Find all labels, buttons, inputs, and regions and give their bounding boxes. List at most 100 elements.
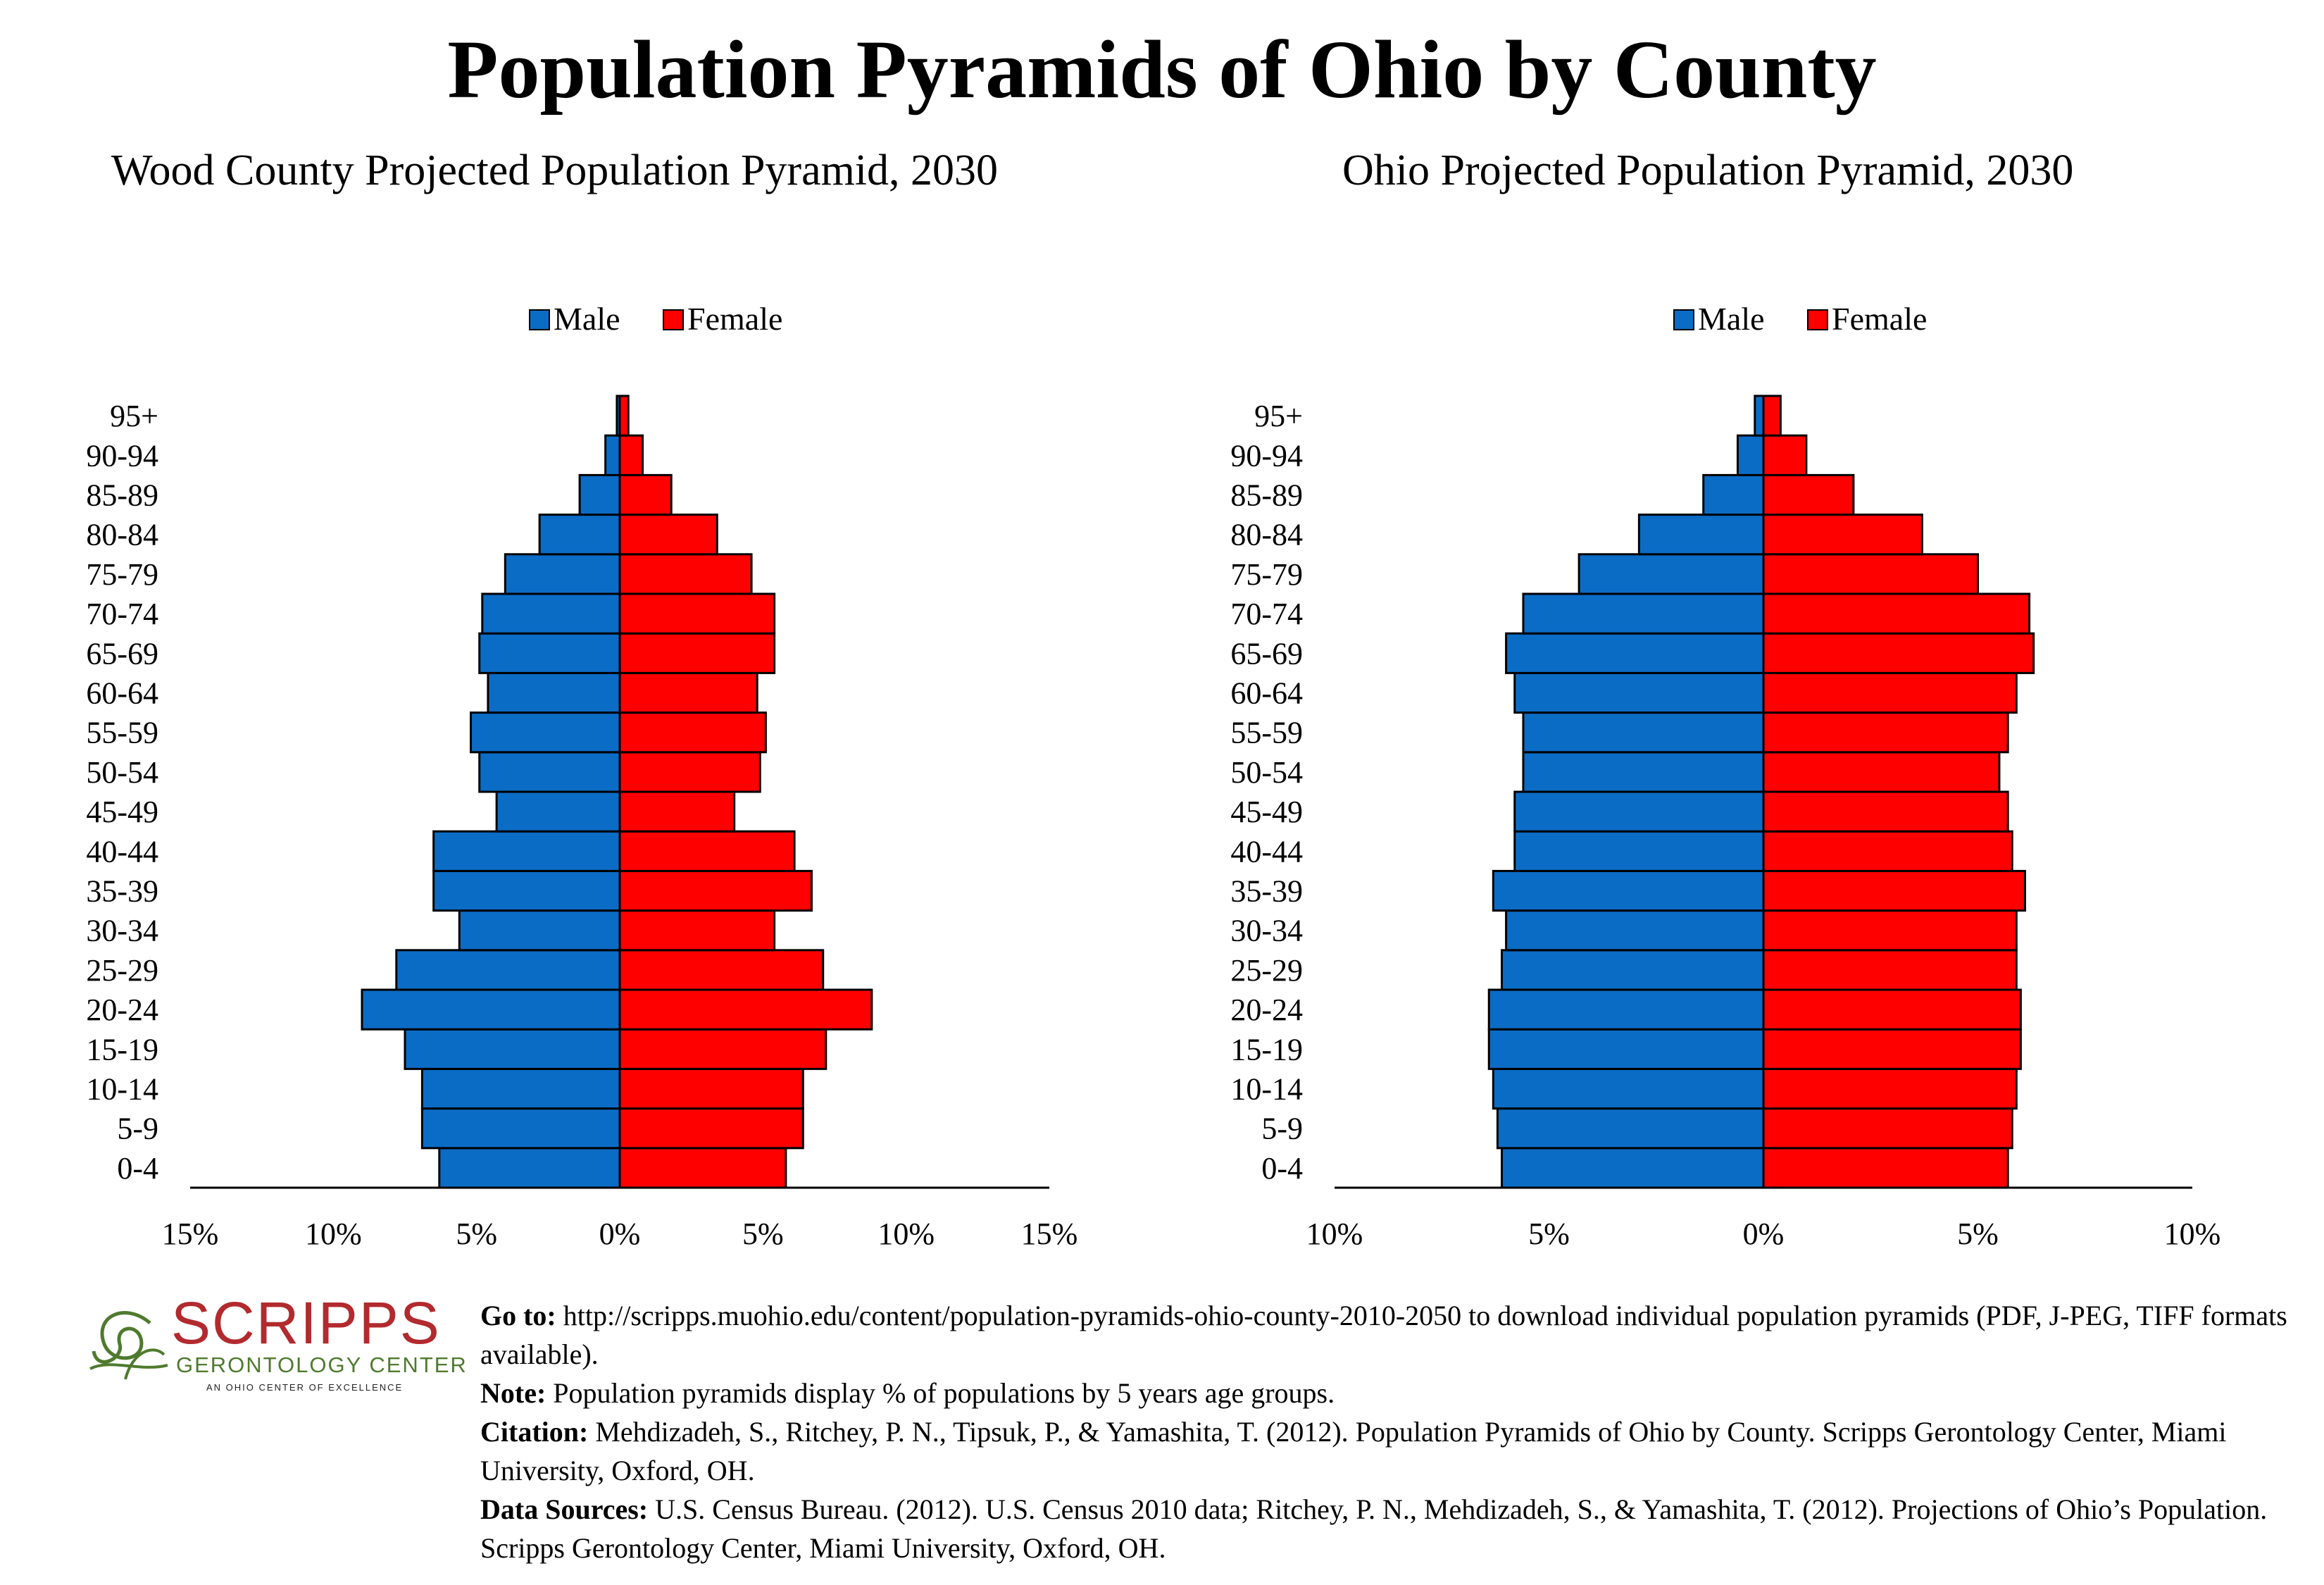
bar-female-90-94 [1762,434,1808,476]
bar-male-50-54 [1522,751,1765,793]
bar-female-70-74 [618,592,776,635]
age-label-80-84: 80-84 [1230,518,1303,552]
bar-female-5-9 [1762,1107,2013,1150]
bar-male-50-54 [478,751,621,793]
bar-female-30-34 [618,909,776,952]
legend-label-male: Male [554,301,620,337]
bar-male-40-44 [1513,830,1765,872]
bar-female-20-24 [618,988,873,1031]
bar-male-10-14 [420,1067,621,1110]
logo-brand-text: SCRIPPS [171,1290,441,1356]
goto-text: http://scripps.muohio.edu/content/popula… [480,1300,2287,1370]
age-label-30-34: 30-34 [1230,914,1303,948]
age-label-65-69: 65-69 [86,636,158,671]
x-tick-label: 0% [599,1217,641,1251]
bar-female-50-54 [1762,751,2001,793]
age-label-40-44: 40-44 [1230,834,1303,869]
age-label-75-79: 75-79 [86,557,158,592]
page-title: Population Pyramids of Ohio by County [447,23,1877,116]
bar-female-60-64 [1762,671,2018,714]
age-label-45-49: 45-49 [1230,795,1303,829]
x-tick-label: 5% [1957,1217,1999,1251]
bar-male-25-29 [1501,949,1765,991]
bar-female-90-94 [618,434,644,476]
bar-male-25-29 [395,949,621,991]
bar-male-60-64 [1513,671,1765,714]
pyramid-chart-1: 0-4 5-9 10-14 15-19 20-24 25-29 30-34 35-39 40-4… [1230,301,2220,1251]
bar-female-50-54 [618,751,761,793]
bar-male-70-74 [481,592,621,635]
bar-male-90-94 [604,434,621,476]
age-label-10-14: 10-14 [1230,1072,1303,1107]
bar-male-20-24 [1487,988,1765,1031]
bar-male-15-19 [1487,1028,1765,1070]
age-label-20-24: 20-24 [1230,993,1303,1027]
age-label-55-59: 55-59 [1230,716,1303,750]
bar-female-25-29 [618,949,825,991]
logo-swirl-icon [89,1311,168,1380]
footer-note: Note: Population pyramids display % of p… [480,1374,2311,1412]
age-label-50-54: 50-54 [1230,755,1303,790]
bar-male-60-64 [487,671,621,714]
bar-female-35-39 [618,869,813,912]
bar-male-0-4 [1501,1147,1765,1189]
bar-male-65-69 [1505,632,1765,674]
bar-female-80-84 [1762,514,1923,556]
bar-male-85-89 [578,473,621,516]
legend-label-female: Female [687,301,782,337]
age-label-40-44: 40-44 [86,834,158,869]
bar-male-35-39 [1492,869,1765,912]
age-label-35-39: 35-39 [1230,874,1303,909]
age-label-30-34: 30-34 [86,914,158,948]
x-tick-label: 5% [742,1217,784,1251]
bar-female-55-59 [1762,711,2009,754]
x-tick-label: 15% [162,1217,219,1251]
chart-title-wood-county: Wood County Projected Population Pyramid… [111,147,999,194]
legend-swatch-female [1807,309,1828,330]
bar-male-20-24 [361,988,621,1031]
bar-female-85-89 [618,473,673,516]
age-label-45-49: 45-49 [86,795,158,829]
logo-tagline: AN OHIO CENTER OF EXCELLENCE [206,1382,404,1393]
note-text: Population pyramids display % of populat… [546,1377,1335,1409]
bar-female-80-84 [618,514,718,556]
footer-notes: Go to: http://scripps.muohio.edu/content… [480,1296,2311,1567]
bar-male-90-94 [1736,434,1765,476]
footer-citation: Citation: Mehdizadeh, S., Ritchey, P. N.… [480,1412,2311,1490]
age-label-5-9: 5-9 [117,1112,158,1146]
bar-female-75-79 [618,553,753,595]
chart-title-ohio: Ohio Projected Population Pyramid, 2030 [1342,147,2074,194]
bar-male-75-79 [504,553,621,595]
note-label: Note: [480,1377,546,1409]
bar-male-45-49 [495,790,621,833]
bar-female-40-44 [1762,830,2013,872]
x-tick-label: 10% [1306,1217,1363,1251]
bar-male-45-49 [1513,790,1765,833]
x-tick-label: 10% [2164,1217,2221,1251]
age-label-25-29: 25-29 [86,953,158,988]
age-label-55-59: 55-59 [86,716,158,750]
bar-female-95+ [1762,394,1782,437]
legend-swatch-male [529,309,550,330]
age-label-95+: 95+ [1254,399,1303,433]
logo-subtitle: GERONTOLOGY CENTER [176,1353,468,1377]
bar-female-25-29 [1762,949,2018,991]
x-tick-label: 10% [305,1217,362,1251]
scripps-logo: SCRIPPS GERONTOLOGY CENTER AN OHIO CENTE… [83,1291,466,1400]
age-label-0-4: 0-4 [1261,1151,1303,1186]
bar-male-40-44 [432,830,621,872]
bar-female-65-69 [618,632,776,674]
legend-label-male: Male [1698,301,1765,337]
sources-text: U.S. Census Bureau. (2012). U.S. Census … [480,1493,2268,1564]
legend-swatch-male [1673,309,1694,330]
bar-female-5-9 [618,1107,804,1150]
age-label-35-39: 35-39 [86,874,158,909]
age-label-15-19: 15-19 [86,1032,158,1067]
age-label-70-74: 70-74 [86,597,158,631]
x-tick-label: 15% [1021,1217,1078,1251]
bar-male-70-74 [1522,592,1765,635]
goto-label: Go to: [480,1300,556,1331]
bar-male-80-84 [538,514,621,556]
age-label-65-69: 65-69 [1230,636,1303,671]
bar-female-55-59 [618,711,767,754]
